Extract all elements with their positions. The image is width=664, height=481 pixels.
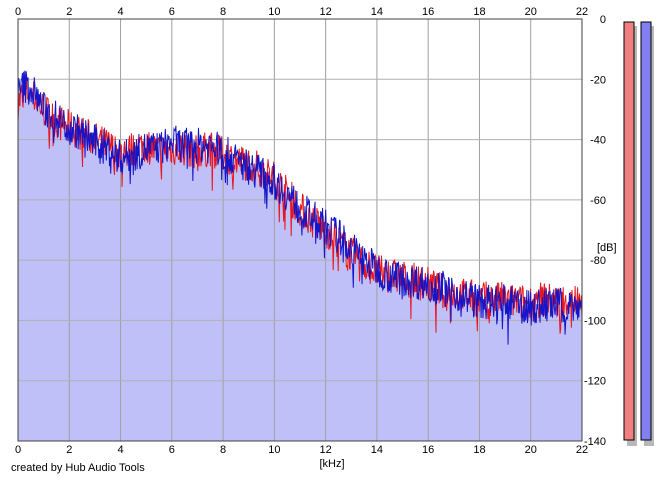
x-tick-label-bottom: 18: [473, 444, 485, 456]
x-tick-label-bottom: 12: [320, 444, 332, 456]
x-tick-label-top: 10: [268, 6, 280, 18]
level-meters: [623, 21, 654, 446]
x-tick-label-top: 12: [320, 6, 332, 18]
x-tick-label-bottom: 4: [117, 444, 123, 456]
plot-border: [17, 18, 583, 442]
x-tick-label-top: 22: [576, 6, 588, 18]
spectrum-series: [17, 70, 583, 345]
x-ticks-top: 0 2 4 6 8 10 12 14 16 18 20 22: [15, 6, 588, 18]
x-tick-label-bottom: 8: [220, 444, 226, 456]
y-tick-label: -140: [584, 436, 606, 448]
x-tick-label-bottom: 20: [525, 444, 537, 456]
y-tick-label: 0: [600, 14, 606, 26]
x-axis-label: [kHz]: [319, 458, 344, 470]
spectrum-fill-area: [18, 19, 582, 442]
x-tick-label-bottom: 16: [422, 444, 434, 456]
x-tick-label-top: 8: [220, 6, 226, 18]
y-tick-label: -100: [584, 315, 606, 327]
x-tick-label-bottom: 22: [576, 444, 588, 456]
x-tick-label-bottom: 6: [169, 444, 175, 456]
meter-left: [623, 21, 635, 441]
plot-frame: [17, 18, 583, 442]
y-axis-label: [dB]: [597, 242, 617, 254]
x-tick-label-top: 0: [15, 6, 21, 18]
x-tick-label-bottom: 14: [371, 444, 383, 456]
x-tick-label-bottom: 2: [66, 444, 72, 456]
meter-right: [640, 21, 652, 441]
x-ticks-bottom: 0 2 4 6 8 10 12 14 16 18 20 22: [15, 444, 588, 456]
x-tick-label-top: 18: [473, 6, 485, 18]
spectrum-fill: [18, 77, 582, 442]
x-tick-label-bottom: 0: [15, 444, 21, 456]
y-tick-label: -40: [590, 135, 606, 147]
y-ticks-right: 0 -20 -40 -60 -80 -100 -120 -140: [584, 14, 606, 448]
credit-text: created by Hub Audio Tools: [11, 462, 145, 474]
x-tick-label-top: 16: [422, 6, 434, 18]
x-tick-label-top: 6: [169, 6, 175, 18]
x-tick-label-top: 2: [66, 6, 72, 18]
x-tick-label-top: 14: [371, 6, 383, 18]
series-line-right: [17, 70, 583, 345]
y-tick-label: -20: [590, 74, 606, 86]
x-tick-label-bottom: 10: [268, 444, 280, 456]
x-tick-label-top: 20: [525, 6, 537, 18]
y-tick-label: -80: [590, 255, 606, 267]
y-tick-label: -120: [584, 376, 606, 388]
y-tick-label: -60: [590, 195, 606, 207]
x-tick-label-top: 4: [117, 6, 123, 18]
